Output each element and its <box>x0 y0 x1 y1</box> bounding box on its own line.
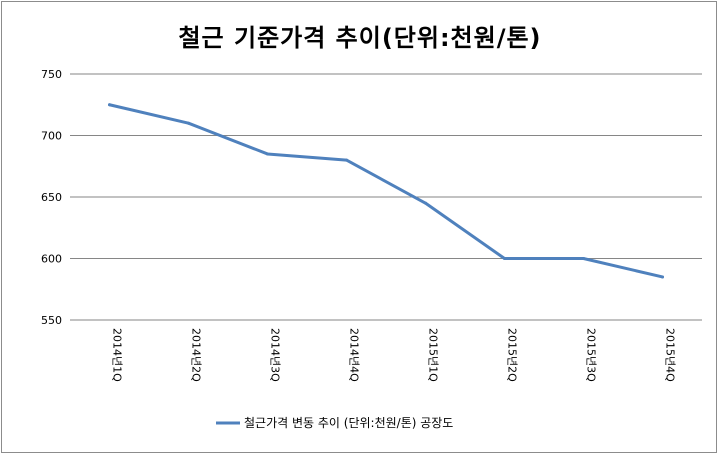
y-tick-label: 550 <box>41 314 62 327</box>
y-tick-label: 600 <box>41 253 62 266</box>
x-tick-label: 2015년2Q <box>506 328 519 382</box>
legend-label: 철근가격 변동 추이 (단위:천원/톤) 공장도 <box>244 415 453 430</box>
x-tick-label: 2014년4Q <box>348 328 361 382</box>
data-point <box>424 201 427 205</box>
x-tick-label: 2015년1Q <box>427 328 440 382</box>
x-tick-label: 2014년1Q <box>111 328 124 382</box>
data-point <box>108 103 111 107</box>
y-tick-label: 700 <box>41 130 62 143</box>
y-axis-ticks: 550 600 650 700 750 <box>41 68 62 327</box>
legend: 철근가격 변동 추이 (단위:천원/톤) 공장도 <box>216 415 453 430</box>
data-point <box>661 275 664 279</box>
data-point <box>266 152 269 156</box>
grid-lines <box>70 73 702 321</box>
data-point <box>582 257 585 260</box>
data-point <box>503 257 506 260</box>
series-layer <box>108 103 664 279</box>
y-tick-label: 750 <box>41 68 62 81</box>
chart-title: 철근 기준가격 추이(단위:천원/톤) <box>178 24 542 52</box>
x-tick-label: 2014년3Q <box>269 328 282 382</box>
x-tick-label: 2015년3Q <box>585 328 598 382</box>
x-tick-label: 2014년2Q <box>190 328 203 382</box>
data-point <box>187 121 190 125</box>
series-line <box>108 103 664 279</box>
x-tick-label: 2015년4Q <box>664 328 677 382</box>
data-point <box>345 158 348 162</box>
y-tick-label: 650 <box>41 191 62 204</box>
x-axis-ticks: 2014년1Q 2014년2Q 2014년3Q 2014년4Q 2015년1Q 2015년… <box>111 328 677 382</box>
